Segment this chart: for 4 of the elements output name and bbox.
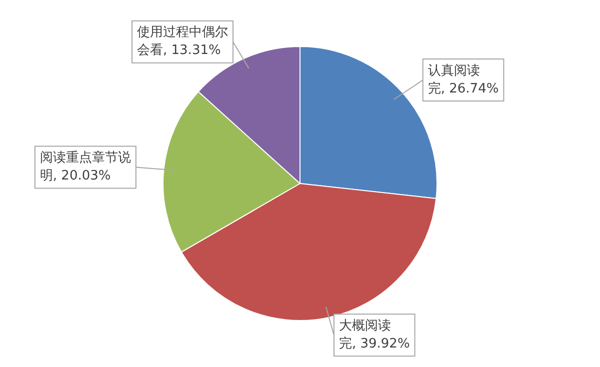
slice-label: 大概阅读完, 39.92%: [338, 318, 410, 352]
slice-label: 认真阅读完, 26.74%: [428, 63, 499, 96]
slice-label: 使用过程中偶尔会看, 13.31%: [137, 25, 228, 58]
slice-label: 阅读重点章节说明, 20.03%: [40, 150, 131, 184]
